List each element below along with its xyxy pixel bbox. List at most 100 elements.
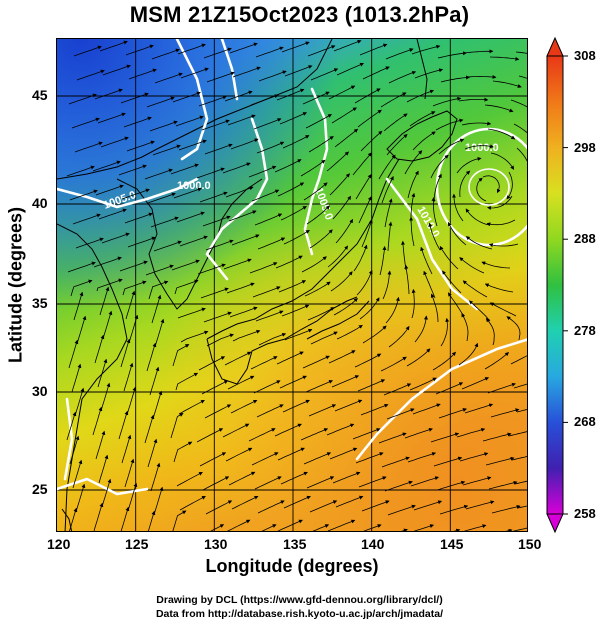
wind-streamline [412, 403, 441, 415]
wind-streamline [205, 500, 233, 515]
wind-streamline [275, 255, 303, 269]
wind-streamline [487, 128, 516, 140]
wind-streamline [492, 80, 522, 88]
wind-streamline [200, 287, 229, 299]
wind-streamline [430, 293, 439, 323]
wind-streamline [465, 236, 493, 250]
wind-streamline [121, 434, 132, 464]
wind-streamline [518, 75, 527, 79]
wind-streamline [196, 167, 225, 179]
wind-streamline [101, 478, 112, 508]
wind-streamline [98, 208, 127, 220]
wind-streamline [95, 184, 124, 196]
wind-streamline [513, 383, 527, 389]
wind-streamline [128, 314, 139, 344]
wind-streamline [407, 452, 437, 463]
wind-streamline [476, 177, 487, 202]
wind-streamline [227, 519, 251, 531]
wind-streamline [283, 495, 311, 509]
wind-streamline [198, 356, 226, 371]
wind-streamline [124, 212, 153, 224]
wind-streamline [329, 173, 350, 196]
wind-streamline [328, 350, 356, 364]
isobar-label: 1000.0 [465, 142, 499, 154]
wind-streamline [281, 41, 310, 53]
wind-streamline [510, 355, 527, 365]
wind-streamline [306, 476, 335, 489]
wind-streamline [420, 246, 433, 275]
x-axis-title: Longitude (degrees) [205, 556, 379, 576]
wind-streamline [484, 352, 510, 370]
wind-streamline [515, 51, 527, 54]
wind-streamline [378, 154, 396, 180]
wind-streamline [250, 356, 278, 370]
wind-streamline [153, 240, 182, 252]
wind-streamline [152, 144, 181, 156]
wind-streamline [384, 198, 393, 228]
wind-streamline [435, 382, 464, 395]
wind-streamline [177, 307, 206, 319]
wind-streamline [93, 502, 104, 531]
wind-streamline [310, 68, 339, 81]
wind-streamline [199, 191, 228, 203]
wind-streamline [231, 495, 259, 510]
wind-streamline [353, 244, 368, 272]
wind-streamline [354, 353, 382, 368]
wind-streamline [174, 279, 199, 295]
wind-streamline [197, 263, 226, 275]
wind-streamline [459, 170, 471, 198]
wind-streamline [276, 88, 305, 101]
wind-streamline [283, 229, 310, 245]
wind-streamline [388, 325, 410, 348]
wind-streamline [154, 72, 183, 84]
credit-line-1: Drawing by DCL (https://www.gfd-dennou.o… [156, 594, 443, 606]
wind-streamline [149, 366, 160, 396]
wind-streamline [229, 42, 258, 54]
colorbar-bottom-arrow [546, 513, 564, 534]
wind-streamline [75, 483, 86, 513]
wind-streamline [308, 136, 334, 153]
wind-streamline [328, 85, 356, 100]
wind-streamline [469, 300, 491, 322]
wind-streamline [358, 196, 372, 224]
wind-streamline [326, 151, 349, 172]
wind-streamline [226, 282, 255, 294]
wind-streamline [487, 195, 513, 210]
wind-streamline [511, 456, 527, 461]
wind-streamline [126, 386, 137, 416]
wind-streamline [178, 139, 207, 151]
wind-streamline [120, 506, 130, 531]
wind-streamline [309, 500, 338, 513]
wind-streamline [437, 51, 467, 59]
wind-streamline [488, 480, 518, 490]
wind-streamline [305, 380, 334, 393]
wind-streamline [439, 504, 469, 515]
wind-streamline [99, 40, 128, 52]
wind-streamline [333, 297, 358, 316]
wind-streamline [125, 44, 154, 56]
wind-streamline [326, 423, 355, 436]
wind-streamline [303, 452, 332, 465]
wind-streamline [361, 500, 390, 512]
wind-streamline [432, 351, 456, 371]
wind-streamline [69, 435, 80, 465]
wind-streamline [150, 462, 161, 492]
wind-streamline [72, 213, 101, 225]
wind-streamline [68, 93, 97, 105]
wind-streamline [411, 288, 416, 319]
wind-streamline [307, 307, 335, 321]
wind-streamline [284, 65, 313, 77]
wind-streamline [333, 39, 362, 52]
wind-streamline [146, 96, 175, 108]
wind-streamline [228, 210, 257, 222]
wind-streamline [379, 245, 387, 276]
wind-streamline [410, 476, 440, 487]
wind-streamline [148, 280, 169, 300]
map-canvas: 1000.0 1000.0 1005.0 1005.0 1010.0 [57, 39, 527, 531]
wind-streamline [439, 245, 459, 270]
wind-streamline [359, 43, 388, 56]
wind-streamline [409, 377, 437, 391]
wind-streamline [279, 112, 308, 125]
wind-streamline [461, 312, 469, 342]
colorbar-top-arrow [546, 36, 564, 57]
